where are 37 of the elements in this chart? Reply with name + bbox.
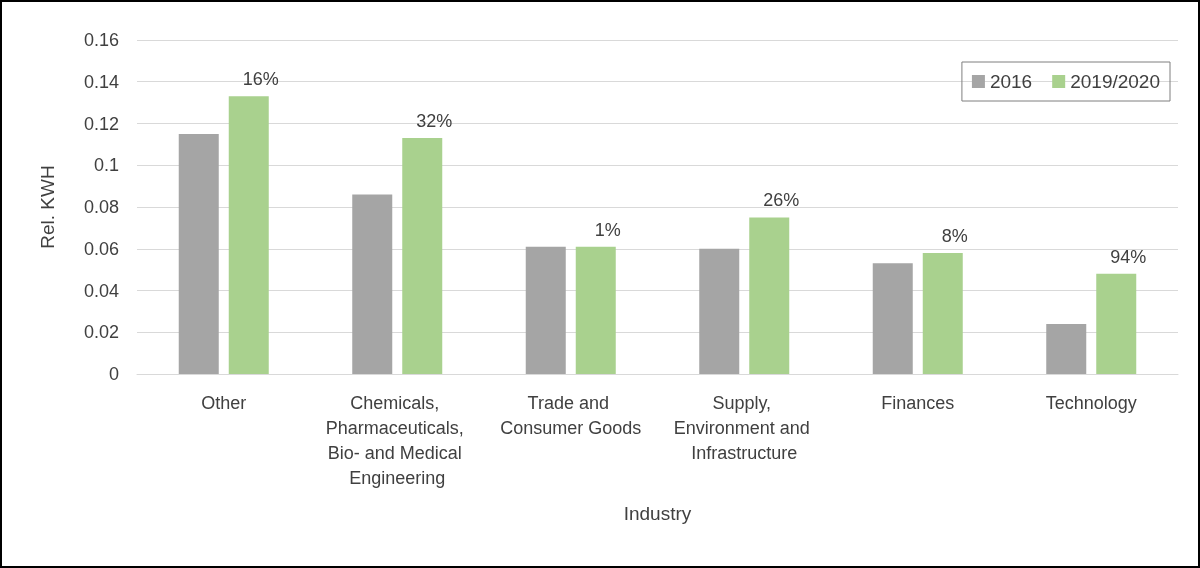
bar	[352, 194, 393, 374]
x-axis-title: Industry	[623, 503, 692, 524]
y-tick-label: 0.14	[83, 71, 119, 92]
bar	[1096, 273, 1137, 374]
annotation: 8%	[941, 225, 968, 246]
annotation: 1%	[594, 219, 621, 240]
bar	[699, 248, 740, 374]
y-axis-title: Rel. KWH	[37, 165, 58, 249]
x-tick-label: Finances	[881, 392, 955, 413]
bar	[1046, 323, 1087, 374]
bar	[402, 138, 443, 374]
y-tick-label: 0.16	[83, 30, 119, 50]
annotation: 26%	[763, 190, 800, 211]
x-tick-label: Supply, Environment and Infrastructure	[673, 392, 815, 463]
x-tick-label: Chemicals, Pharmaceuticals, Bio- and Medical Engineering	[325, 392, 469, 488]
y-tick-label: 0.08	[83, 197, 119, 217]
annotation: 94%	[1110, 246, 1147, 267]
y-tick-label: 0.1	[93, 155, 119, 176]
x-tick-label: Technology	[1045, 392, 1137, 413]
bar	[525, 246, 566, 374]
legend-label: 2016	[989, 71, 1033, 92]
bar	[575, 246, 616, 374]
bar	[922, 252, 963, 374]
annotation: 32%	[416, 111, 453, 132]
y-tick-label: 0.04	[83, 280, 119, 301]
y-tick-label: 0.06	[83, 238, 119, 259]
x-tick-label: Trade and Consumer Goods	[500, 392, 642, 438]
bar	[228, 96, 269, 374]
annotation: 16%	[242, 69, 279, 90]
y-tick-label: 0	[108, 364, 119, 384]
y-tick-label: 0.12	[83, 113, 119, 134]
legend-label: 2019/2020	[1070, 71, 1161, 92]
x-tick-label: Other	[201, 392, 247, 413]
bar	[178, 133, 219, 374]
y-tick-label: 0.02	[83, 322, 119, 343]
bar	[749, 217, 790, 374]
bar	[872, 263, 913, 374]
